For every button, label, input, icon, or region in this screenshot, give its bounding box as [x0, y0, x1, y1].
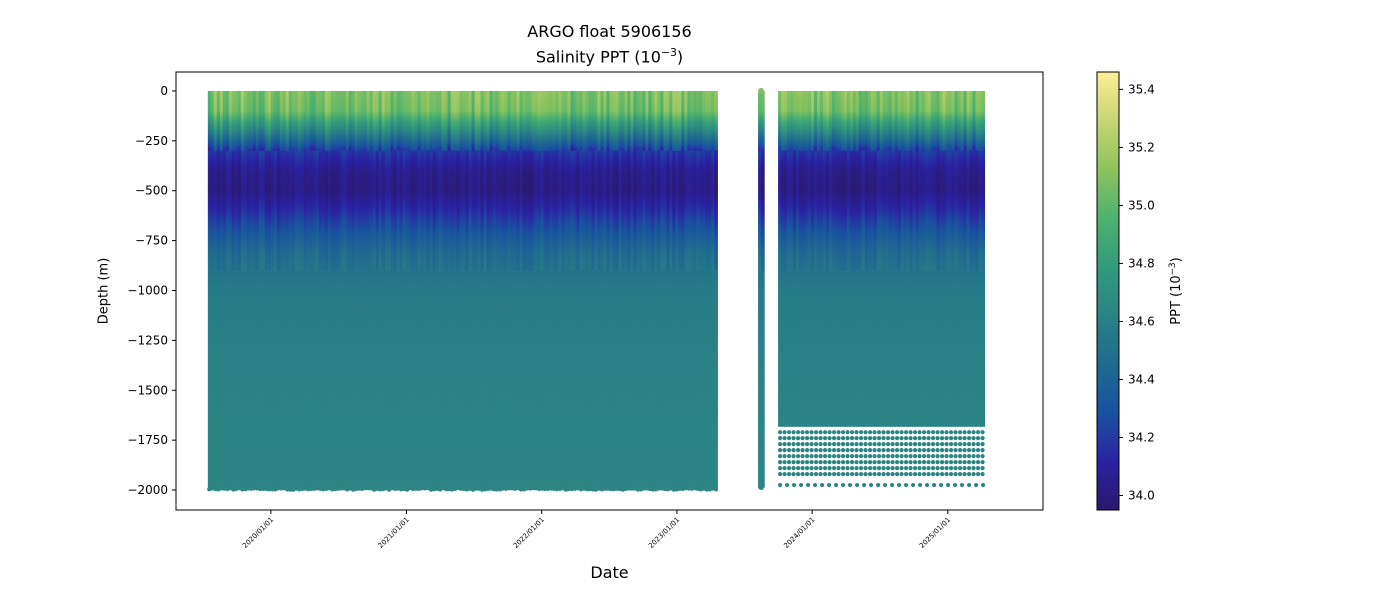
data-segment: [207, 91, 718, 492]
plot-area: [207, 88, 985, 492]
